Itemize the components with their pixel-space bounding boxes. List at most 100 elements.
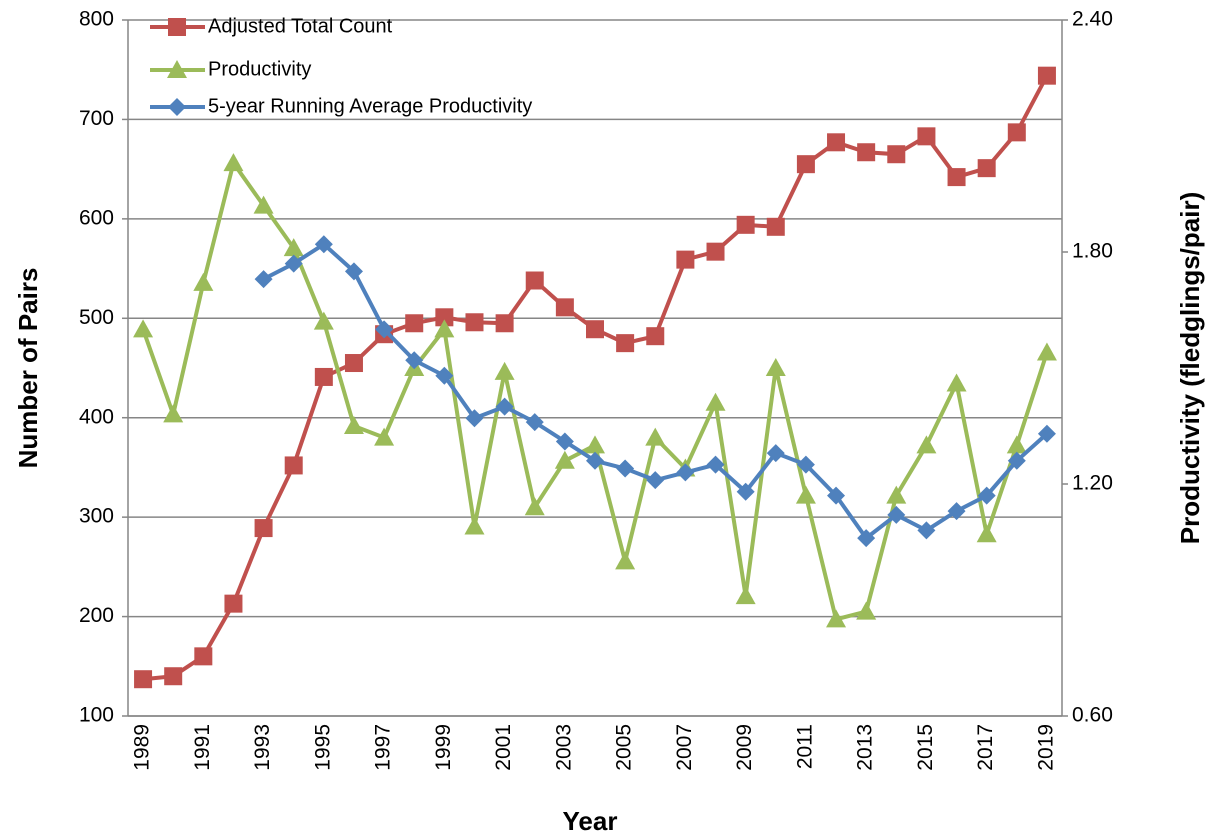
y-tick-label: 100 bbox=[79, 704, 114, 727]
marker bbox=[167, 60, 187, 78]
marker bbox=[676, 250, 695, 269]
marker bbox=[646, 327, 665, 346]
x-tick-label: 1991 bbox=[191, 724, 214, 771]
legend-label: 5-year Running Average Productivity bbox=[208, 95, 532, 117]
marker bbox=[223, 153, 244, 172]
marker bbox=[946, 373, 967, 392]
marker bbox=[524, 497, 545, 516]
marker bbox=[796, 155, 815, 174]
marker bbox=[555, 432, 574, 451]
marker bbox=[254, 519, 273, 538]
y-tick-label: 200 bbox=[79, 604, 114, 627]
x-axis-title: Year bbox=[563, 806, 618, 836]
marker bbox=[344, 262, 363, 281]
marker bbox=[977, 159, 996, 178]
marker bbox=[1037, 424, 1056, 443]
marker bbox=[705, 392, 726, 411]
y2-tick-label: 0.60 bbox=[1072, 704, 1113, 727]
marker bbox=[735, 586, 756, 605]
marker bbox=[133, 319, 154, 338]
series-line bbox=[262, 242, 1049, 541]
y2-tick-label: 1.80 bbox=[1072, 240, 1113, 263]
x-tick-label: 2013 bbox=[854, 724, 877, 771]
marker bbox=[616, 459, 635, 478]
marker bbox=[827, 486, 846, 505]
marker bbox=[494, 361, 515, 380]
y-axis-title: Number of Pairs bbox=[13, 268, 43, 469]
y-tick-label: 600 bbox=[79, 206, 114, 229]
series-line bbox=[142, 74, 1049, 682]
marker bbox=[766, 444, 785, 463]
y2-tick-label: 1.20 bbox=[1072, 472, 1113, 495]
marker bbox=[343, 416, 364, 434]
marker bbox=[586, 320, 604, 339]
marker bbox=[706, 455, 725, 474]
marker bbox=[585, 435, 605, 454]
marker bbox=[1006, 435, 1027, 454]
x-tick-label: 1995 bbox=[311, 724, 334, 771]
marker bbox=[495, 397, 514, 416]
x-tick-label: 2011 bbox=[793, 724, 816, 769]
marker bbox=[284, 254, 303, 273]
marker bbox=[374, 427, 395, 446]
marker bbox=[615, 551, 636, 570]
marker bbox=[887, 145, 906, 164]
y2-axis-title: Productivity (fledglings/pair) bbox=[1175, 192, 1205, 544]
marker bbox=[465, 313, 484, 332]
y-tick-label: 400 bbox=[79, 405, 114, 428]
marker bbox=[645, 427, 666, 446]
marker bbox=[525, 413, 544, 432]
marker bbox=[344, 354, 363, 373]
marker bbox=[405, 314, 424, 333]
marker bbox=[435, 308, 454, 327]
marker bbox=[1037, 66, 1056, 85]
marker bbox=[827, 133, 846, 152]
marker bbox=[253, 195, 274, 214]
legend-label: Productivity bbox=[208, 58, 311, 80]
y-tick-label: 800 bbox=[79, 8, 114, 31]
marker bbox=[886, 485, 907, 504]
marker bbox=[916, 435, 937, 454]
marker bbox=[857, 143, 876, 162]
x-tick-label: 2001 bbox=[492, 724, 515, 771]
marker bbox=[495, 314, 514, 333]
marker bbox=[284, 456, 303, 475]
marker bbox=[795, 485, 816, 504]
x-tick-label: 2007 bbox=[673, 724, 696, 771]
marker bbox=[555, 298, 574, 317]
series-line bbox=[141, 161, 1049, 622]
marker bbox=[434, 319, 455, 338]
marker bbox=[314, 235, 333, 254]
x-tick-label: 2019 bbox=[1034, 724, 1057, 771]
marker bbox=[706, 242, 725, 261]
x-tick-label: 1993 bbox=[251, 724, 274, 771]
marker bbox=[168, 18, 186, 36]
x-tick-label: 1999 bbox=[432, 724, 455, 771]
marker bbox=[164, 667, 183, 686]
x-tick-label: 1989 bbox=[131, 724, 154, 771]
x-tick-label: 1997 bbox=[372, 724, 395, 771]
y-tick-label: 300 bbox=[79, 505, 114, 528]
x-tick-label: 2015 bbox=[914, 724, 937, 771]
marker bbox=[525, 271, 544, 290]
marker bbox=[464, 516, 485, 535]
marker bbox=[857, 529, 876, 548]
marker bbox=[917, 521, 936, 540]
legend-label: Adjusted Total Count bbox=[208, 15, 393, 37]
x-tick-label: 2017 bbox=[974, 724, 997, 771]
x-tick-label: 2003 bbox=[552, 724, 575, 771]
marker bbox=[465, 409, 484, 428]
marker bbox=[224, 594, 243, 613]
marker bbox=[1007, 123, 1026, 142]
marker bbox=[917, 127, 936, 146]
x-tick-label: 2009 bbox=[733, 724, 756, 771]
marker bbox=[736, 215, 755, 234]
marker bbox=[887, 505, 906, 524]
marker bbox=[616, 334, 635, 353]
y2-tick-label: 2.40 bbox=[1072, 8, 1113, 31]
marker bbox=[766, 217, 785, 236]
marker bbox=[168, 98, 186, 116]
x-tick-label: 2005 bbox=[613, 724, 636, 771]
y-tick-label: 700 bbox=[79, 107, 114, 130]
